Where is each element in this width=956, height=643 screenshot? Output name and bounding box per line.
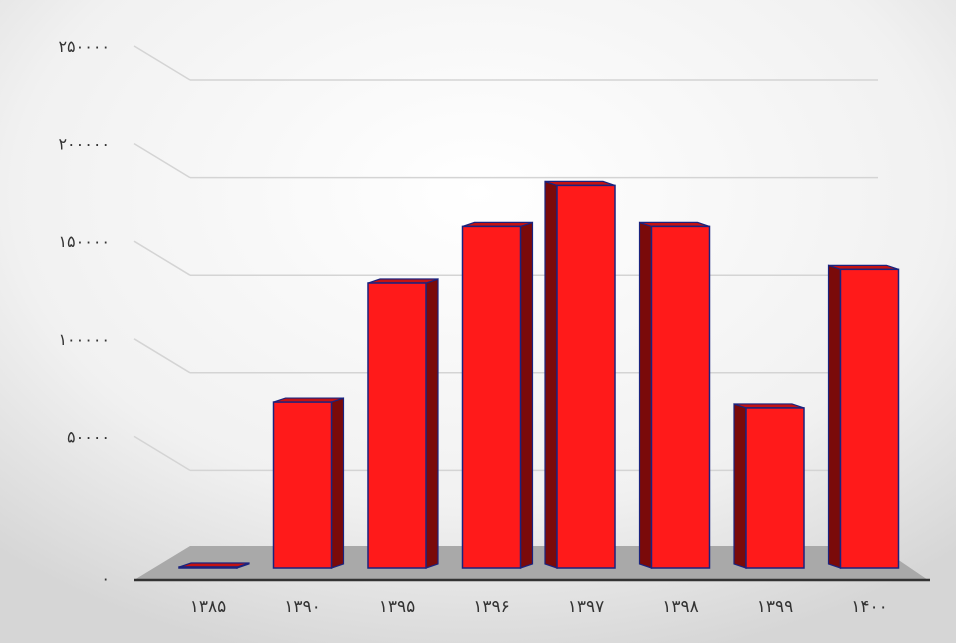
bars — [178, 180, 900, 569]
bar-side — [330, 397, 345, 569]
gridline-side — [133, 338, 191, 374]
bar-front — [839, 268, 900, 569]
y-tick-label: ۲۵۰۰۰۰ — [58, 37, 110, 56]
bar — [461, 221, 534, 569]
bar-side — [827, 264, 842, 569]
gridline-side — [133, 240, 191, 276]
bar-front — [650, 225, 711, 569]
bar — [638, 221, 711, 569]
y-tick-label: ۱۰۰۰۰۰ — [58, 330, 110, 349]
x-axis-ticks: ۱۳۸۵ ۱۳۹۰ ۱۳۹۵ ۱۳۹۶ ۱۳۹۷ ۱۳۹۸ ۱۳۹۹ ۱۴۰۰ — [190, 597, 888, 617]
bar-front — [556, 184, 616, 569]
bar — [733, 403, 805, 569]
bar-front — [745, 407, 805, 569]
x-tick-label: ۱۳۹۶ — [473, 597, 510, 617]
x-tick-label: ۱۳۹۷ — [568, 597, 605, 617]
y-axis-ticks: ۰ ۵۰۰۰۰ ۱۰۰۰۰۰ ۱۵۰۰۰۰ ۲۰۰۰۰۰ ۲۵۰۰۰۰ — [58, 37, 110, 588]
bar-front — [461, 225, 522, 569]
bar-front — [272, 401, 333, 569]
bar-side — [638, 221, 653, 569]
x-tick-label: ۱۴۰۰ — [851, 597, 888, 617]
bar-side — [519, 221, 534, 569]
bar — [544, 180, 616, 569]
x-tick-label: ۱۳۸۵ — [190, 597, 227, 617]
y-tick-label: ۰ — [101, 569, 110, 588]
x-tick-label: ۱۳۹۵ — [379, 597, 416, 617]
x-tick-label: ۱۳۹۰ — [284, 597, 321, 617]
gridline-side — [133, 45, 191, 81]
bar — [367, 278, 439, 569]
gridline-side — [133, 435, 191, 472]
y-tick-label: ۱۵۰۰۰۰ — [58, 232, 110, 251]
bar-side — [733, 403, 747, 569]
bar-front — [178, 566, 238, 569]
bar — [272, 397, 345, 569]
bar — [178, 562, 250, 569]
bar-side — [425, 278, 439, 569]
x-tick-label: ۱۳۹۸ — [662, 597, 699, 617]
bar-side — [544, 180, 558, 569]
y-tick-label: ۲۰۰۰۰۰ — [58, 135, 110, 154]
x-tick-label: ۱۳۹۹ — [757, 597, 794, 617]
bar — [827, 264, 900, 569]
y-tick-label: ۵۰۰۰۰ — [67, 427, 110, 446]
gridline-side — [133, 142, 191, 179]
bar-front — [367, 282, 427, 569]
